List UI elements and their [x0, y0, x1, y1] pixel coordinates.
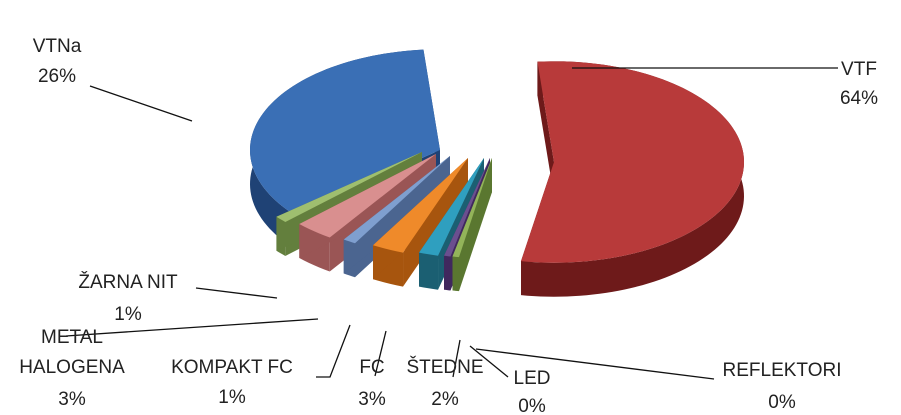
label-fc: FC: [359, 357, 384, 378]
slice-side: [452, 158, 492, 291]
label-metal-halogena-line1: METAL: [41, 327, 103, 348]
slice-top: [343, 156, 450, 244]
leader-lines: [65, 67, 838, 380]
label-led: LED: [514, 368, 551, 389]
label-vtf-pct: 64%: [840, 88, 878, 109]
slice-top: [444, 158, 490, 257]
slice-side: [343, 156, 450, 274]
leader-line-fc: [374, 330, 387, 377]
slice-top: [373, 158, 468, 253]
slice-vtf: [521, 61, 744, 297]
label-metal-halogena-line2: HALOGENA: [19, 357, 125, 378]
slice-reflektori: [452, 158, 492, 292]
slice-top: [521, 61, 744, 263]
label-zarna-nit-pct: 1%: [114, 304, 142, 325]
data-labels: VTF 64% VTNa 26% ŽARNA NIT 1% METAL HALO…: [19, 36, 878, 415]
label-vtna: VTNa: [33, 36, 82, 57]
leader-line-kompakt-fc: [316, 324, 351, 378]
slice-top: [299, 154, 436, 238]
label-vtna-pct: 26%: [38, 66, 76, 87]
slice-top: [276, 152, 422, 222]
leader-line-zarna-nit: [195, 287, 278, 299]
slices-layer: [250, 49, 744, 297]
label-led-pct: 0%: [518, 396, 546, 415]
slice-top: [419, 158, 484, 256]
slice-top: [452, 158, 492, 258]
slice-side: [537, 61, 554, 196]
leader-line-vtna: [89, 85, 193, 122]
label-metal-halogena-pct: 3%: [58, 389, 86, 410]
label-zarna-nit: ŽARNA NIT: [78, 271, 178, 293]
leader-line-metal-halogena: [65, 318, 319, 337]
label-reflektori-pct: 0%: [768, 392, 796, 413]
label-reflektori: REFLEKTORI: [723, 360, 842, 381]
label-stedne: ŠTEDNE: [406, 356, 483, 378]
leader-line-led: [469, 345, 509, 378]
label-stedne-pct: 2%: [431, 389, 459, 410]
label-kompakt-fc-pct: 1%: [218, 387, 246, 408]
label-kompakt-fc: KOMPAKT FC: [171, 357, 293, 378]
label-fc-pct: 3%: [358, 389, 386, 410]
label-vtf: VTF: [841, 59, 877, 80]
leader-line-stedne: [452, 339, 461, 378]
slice-top: [250, 49, 440, 215]
leader-line-reflektori: [475, 348, 715, 380]
